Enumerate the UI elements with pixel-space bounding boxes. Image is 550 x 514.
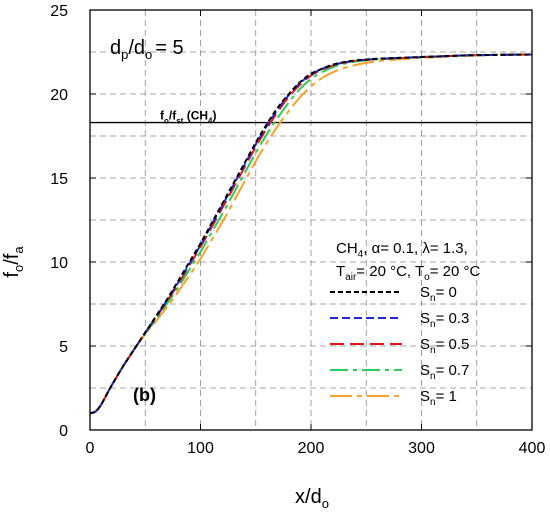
ratio-o: o xyxy=(145,47,152,62)
legend-label-sub: n xyxy=(430,319,436,330)
y-axis-label-mid: /f xyxy=(1,253,23,265)
x-tick-label: 0 xyxy=(86,440,95,457)
panel-label: (b) xyxy=(133,385,156,405)
series-group xyxy=(89,53,533,415)
y-tick-label: 0 xyxy=(59,423,68,440)
legend-label-4: Sn= 1 xyxy=(420,388,457,408)
legend-label-main: S xyxy=(420,362,430,379)
legend-label-2: Sn= 0.5 xyxy=(420,336,469,356)
stoichiometric-label: fo/fst (CH4) xyxy=(160,109,216,126)
legend: Sn= 0Sn= 0.3Sn= 0.5Sn= 0.7Sn= 1 xyxy=(330,284,469,408)
y-tick-label: 20 xyxy=(50,87,68,104)
legend-label-rest: = 0.5 xyxy=(436,336,470,353)
ratio-slash: /d xyxy=(128,37,145,59)
legend-label-sub: n xyxy=(430,397,436,408)
cond2-b: air xyxy=(345,272,357,283)
x-axis-label-sub: o xyxy=(322,496,329,511)
x-axis-label: x/do xyxy=(295,486,329,511)
conditions-line-1: CH4, α= 0.1, λ= 1.3, xyxy=(336,240,468,260)
y-axis-label-main: f xyxy=(1,272,23,278)
x-tick-label: 100 xyxy=(187,440,214,457)
y-axis-label-sub1: o xyxy=(11,265,26,272)
stoichiometric-label-part: f xyxy=(160,109,165,123)
legend-label-main: S xyxy=(420,336,430,353)
cond2-c: = 20 °C, T xyxy=(356,263,424,280)
y-axis-label-sub2: a xyxy=(11,246,26,254)
legend-label-main: S xyxy=(420,310,430,327)
x-tick-label: 200 xyxy=(298,440,325,457)
legend-label-0: Sn= 0 xyxy=(420,284,457,304)
stoichiometric-label-part: o xyxy=(164,117,169,126)
legend-label-sub: n xyxy=(430,293,436,304)
legend-label-3: Sn= 0.7 xyxy=(420,362,469,382)
legend-label-1: Sn= 0.3 xyxy=(420,310,469,330)
legend-label-sub: n xyxy=(430,371,436,382)
cond1-a: CH xyxy=(336,240,358,257)
y-tick-label: 15 xyxy=(50,171,68,188)
cond1-b: 4 xyxy=(358,249,364,260)
stoichiometric-label-part: st xyxy=(176,117,183,126)
ratio-rest: = 5 xyxy=(155,37,183,59)
y-tick-label: 25 xyxy=(50,3,68,20)
stoichiometric-label-part: (CH xyxy=(183,109,208,123)
cond2-e: = 20 °C xyxy=(430,263,481,280)
legend-label-rest: = 1 xyxy=(436,388,457,405)
legend-label-main: S xyxy=(420,388,430,405)
legend-label-main: S xyxy=(420,284,430,301)
stoichiometric-label-part: ) xyxy=(212,109,216,123)
y-tick-label: 5 xyxy=(59,339,68,356)
legend-label-sub: n xyxy=(430,345,436,356)
stoichiometric-label-part: /f xyxy=(169,109,177,123)
conditions-line-2: Tair= 20 °C, To= 20 °C xyxy=(336,263,480,283)
legend-label-rest: = 0.7 xyxy=(436,362,470,379)
y-tick-label: 10 xyxy=(50,255,68,272)
diameter-ratio-label: dp/do = 5 xyxy=(110,37,184,62)
cond1-c: , α= 0.1, λ= 1.3, xyxy=(363,240,468,257)
legend-label-rest: = 0 xyxy=(436,284,457,301)
legend-label-rest: = 0.3 xyxy=(436,310,470,327)
tick-group: 0 100 200 300 400 0 5 10 15 20 25 xyxy=(50,3,545,457)
cond2-d: o xyxy=(424,272,430,283)
series-line-2 xyxy=(89,53,533,415)
ratio-p: p xyxy=(121,47,128,62)
x-tick-label: 300 xyxy=(408,440,435,457)
y-axis-label: fo/fa xyxy=(1,246,26,278)
series-line-0 xyxy=(89,53,533,415)
cond2-a: T xyxy=(336,263,345,280)
ratio-d: d xyxy=(110,37,121,59)
x-axis-label-main: x/d xyxy=(295,486,322,508)
stoichiometric-label-part: 4 xyxy=(208,117,213,126)
stoichiometric-line-group: fo/fst (CH4) xyxy=(90,109,532,126)
x-tick-label: 400 xyxy=(519,440,546,457)
